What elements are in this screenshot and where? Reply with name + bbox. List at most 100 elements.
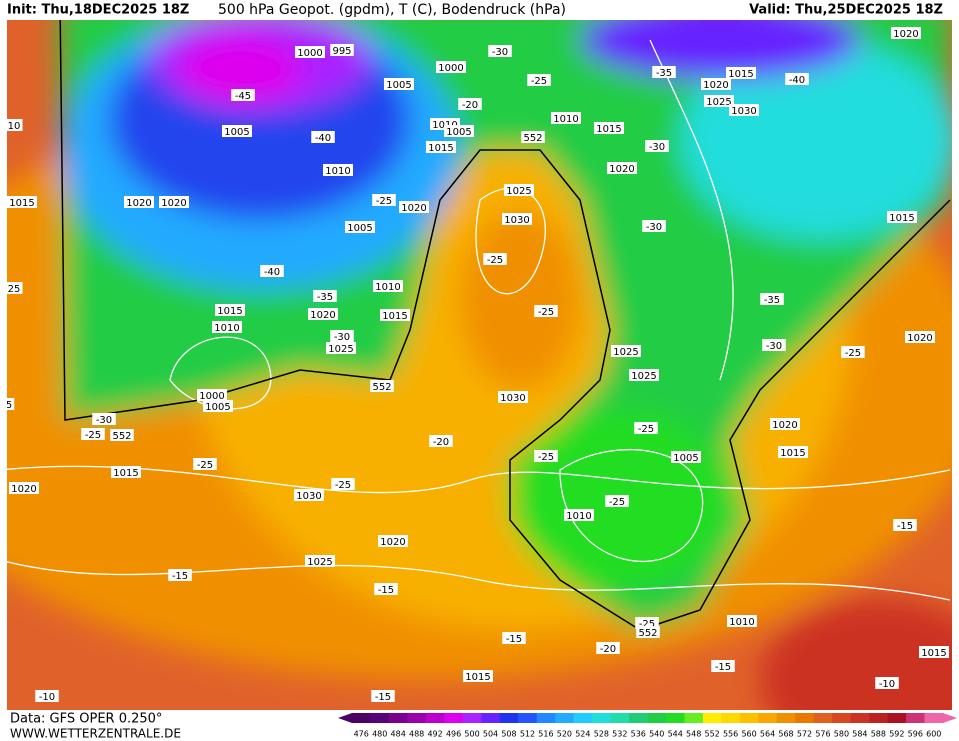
label-box [212,321,242,333]
colorbar-swatch [776,713,796,723]
label-box [726,67,756,79]
label-box [498,391,528,403]
label-box [370,380,394,392]
label-box [374,583,398,595]
map-label: 1010 [729,617,754,628]
label-box [7,119,23,131]
label-box [331,478,355,490]
map-label: -20 [433,437,449,448]
label-box [727,615,757,627]
label-box [124,196,154,208]
label-box [636,626,660,638]
colorbar-swatch [444,713,464,723]
map-label: 1025 [631,371,656,382]
label-box [111,466,141,478]
label-box [193,458,217,470]
map-label: 1025 [613,347,638,358]
map-label: -25 [487,255,503,266]
label-box [607,162,637,174]
label-box [373,280,403,292]
map-label: 1020 [703,80,728,91]
label-box [701,78,731,90]
map-label: 1025 [307,557,332,568]
colorbar-label: 588 [871,730,886,739]
label-box [458,98,482,110]
map-label: 552 [638,628,657,639]
colorbar-end [338,713,352,723]
map-label: 552 [112,431,131,442]
map-label: 1000 [297,48,322,59]
colorbar-swatch [518,713,538,723]
colorbar-swatch [536,713,556,723]
label-box [785,73,809,85]
colorbar-swatch [887,713,907,723]
label-box [215,304,245,316]
map-label: 1015 [428,143,453,154]
colorbar-swatch [795,713,815,723]
colorbar-swatch [721,713,741,723]
map-label: 1010 [566,511,591,522]
map-label: -30 [96,415,112,426]
map-label: 25 [8,284,21,295]
colorbar-swatch [407,713,427,723]
colorbar-label: 568 [778,730,793,739]
colorbar-label: 572 [797,730,812,739]
map-label: 1015 [465,672,490,683]
label-box [502,632,526,644]
map-label: -15 [897,521,913,532]
label-box [92,413,116,425]
label-box [197,389,227,401]
colorbar-label: 560 [741,730,756,739]
colorbar-swatch [610,713,630,723]
label-box [7,196,37,208]
map-label: -40 [315,133,331,144]
map-label: 1015 [217,306,242,317]
map-label: 1005 [386,80,411,91]
label-box [260,265,284,277]
map-label: 1015 [382,311,407,322]
label-box [652,66,676,78]
map-label: -25 [639,619,655,630]
label-box [564,509,594,521]
label-box [7,398,15,410]
label-box [770,418,800,430]
map-label: 1015 [113,468,138,479]
map-label: -15 [715,662,731,673]
label-box [372,194,396,206]
label-box [9,482,39,494]
label-box [704,95,734,107]
colorbar-swatch [906,713,926,723]
label-box [504,184,534,196]
colorbar-label: 544 [668,730,683,739]
label-box [168,569,192,581]
map-label: -45 [235,91,251,102]
label-box [534,450,558,462]
colorbar-label: 564 [760,730,775,739]
colorbar-swatch [665,713,685,723]
colorbar-swatch [832,713,852,723]
colorbar-swatch [647,713,667,723]
colorbar-swatch [850,713,870,723]
map-label: 1005 [673,453,698,464]
label-box [671,451,701,463]
colorbar-label: 500 [464,730,479,739]
map-label: -35 [764,295,780,306]
map-label: 1010 [325,166,350,177]
label-box [729,104,759,116]
colorbar-swatch [869,713,889,723]
label-box [384,78,414,90]
map-label: 1025 [506,186,531,197]
label-box [345,221,375,233]
map-label: -10 [879,679,895,690]
label-box [891,27,921,39]
colorbar-label: 556 [723,730,738,739]
colorbar-label: 596 [908,730,923,739]
map-label: -20 [600,644,616,655]
map-label: 1030 [500,393,525,404]
colorbar-label: 512 [520,730,535,739]
colorbar-label: 580 [834,730,849,739]
colorbar-label: 548 [686,730,701,739]
map-label: 1005 [205,402,230,413]
map-label: -25 [85,430,101,441]
label-box [463,670,493,682]
